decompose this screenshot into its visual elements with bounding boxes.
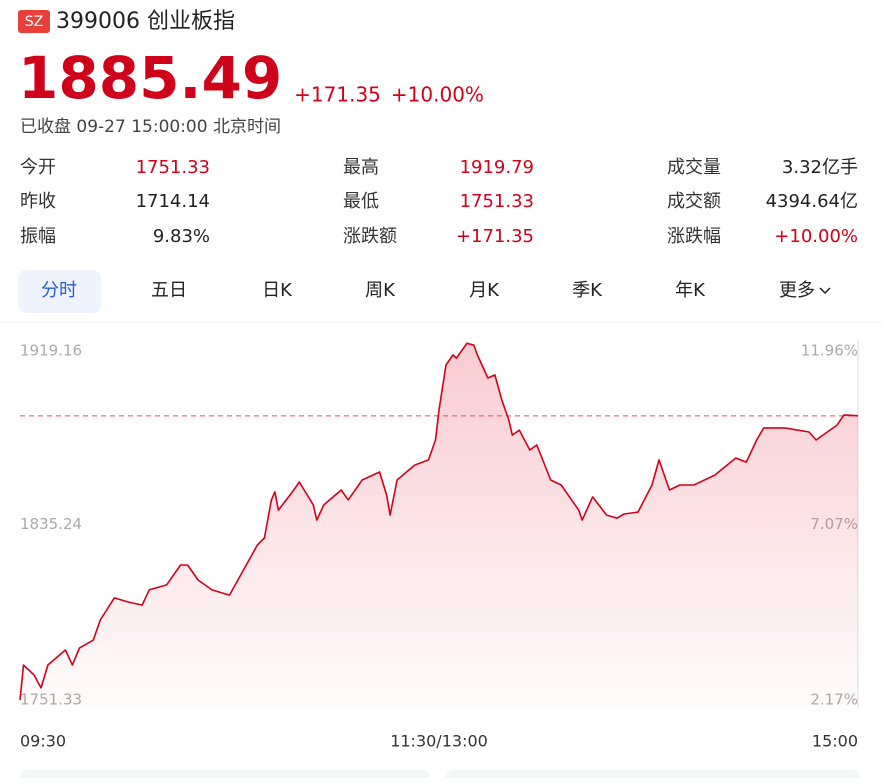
price-area: [20, 343, 858, 706]
tab[interactable]: 周K: [365, 280, 396, 301]
price-line: [19, 342, 859, 701]
stat-value: +10.00%: [774, 226, 858, 247]
stat-label: 成交量: [667, 157, 721, 178]
stat-value: 1751.33: [136, 157, 210, 178]
stat-value: 9.83%: [153, 226, 210, 247]
more-chevron: [819, 287, 831, 295]
stat-value: 1751.33: [460, 191, 534, 212]
tab[interactable]: 分时: [41, 280, 77, 301]
x-tick-label: 11:30/13:00: [390, 732, 488, 751]
tab[interactable]: 月K: [469, 280, 500, 301]
stat-label: 振幅: [20, 226, 56, 247]
tab[interactable]: 日K: [262, 280, 293, 301]
tab[interactable]: 更多: [779, 280, 815, 301]
stat-label: 涨跌额: [343, 226, 397, 247]
stat-label: 最高: [343, 157, 379, 178]
x-tick-label: 15:00: [812, 732, 858, 751]
status: 已收盘 09-27 15:00:00 北京时间: [20, 117, 281, 137]
stat-value: 3.32亿手: [782, 157, 858, 178]
bottom-card: [20, 770, 430, 782]
active-tab-bg: [18, 270, 101, 313]
index-title: 399006 创业板指: [56, 9, 235, 34]
bottom-card: [446, 770, 860, 782]
tab[interactable]: 季K: [572, 280, 603, 301]
price: 1885.49: [18, 44, 282, 112]
x-tick-label: 09:30: [20, 732, 66, 751]
tab[interactable]: 年K: [675, 280, 706, 301]
stat-value: 1714.14: [136, 191, 210, 212]
intraday-chart: 1919.161835.241751.3311.96%7.07%2.17%09:…: [19, 342, 859, 751]
stat-value: +171.35: [456, 226, 534, 247]
stat-value: 4394.64亿: [766, 191, 858, 212]
change: +171.35: [294, 83, 381, 107]
stat-label: 今开: [20, 157, 56, 178]
y-tick-label: 1835.24: [20, 515, 82, 533]
exchange-badge: SZ: [25, 14, 43, 30]
exchange-badge-bg: [18, 10, 50, 33]
stat-label: 成交额: [667, 191, 721, 212]
stat-label: 最低: [343, 191, 379, 212]
stat-value: 1919.79: [460, 157, 534, 178]
change-pct: +10.00%: [391, 83, 484, 107]
stat-label: 涨跌幅: [667, 226, 721, 247]
stat-label: 昨收: [20, 191, 56, 212]
tab[interactable]: 五日: [151, 280, 187, 301]
y2-tick-label: 11.96%: [801, 342, 858, 360]
tabs: 分时 五日 日K 周K 月K 季K 年K 更多: [41, 280, 815, 301]
y-tick-label: 1919.16: [20, 342, 82, 360]
